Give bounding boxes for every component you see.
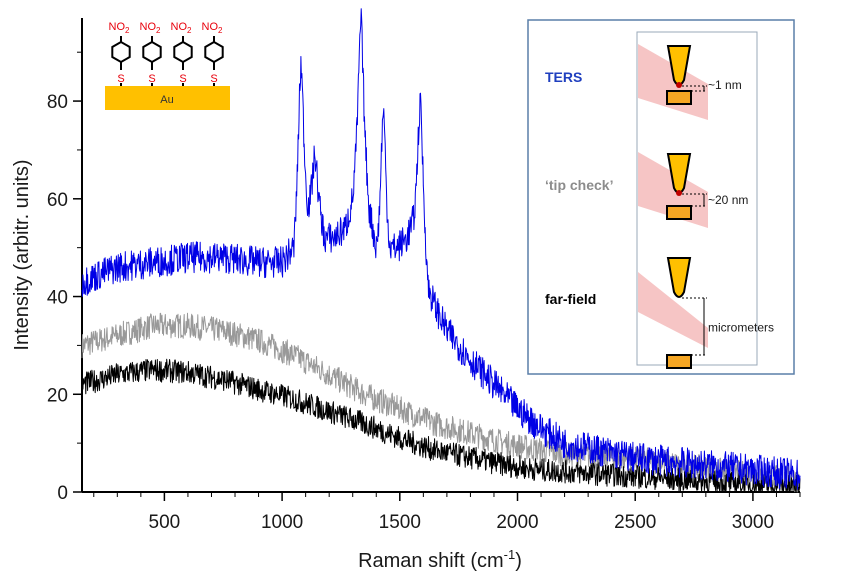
benzene-ring bbox=[204, 40, 224, 64]
inset-row-label: far-field bbox=[545, 291, 596, 307]
inset-row: far-field micrometers bbox=[545, 257, 774, 369]
benzene-ring bbox=[111, 40, 131, 64]
molecule-unit: NO2 S bbox=[171, 21, 193, 86]
x-tick-label: 2500 bbox=[614, 512, 656, 533]
x-tick-label: 2000 bbox=[496, 512, 538, 533]
series-line-far-field bbox=[81, 358, 801, 493]
no2-label: NO2 bbox=[109, 21, 131, 35]
no2-label: NO2 bbox=[202, 21, 224, 35]
sample-icon bbox=[666, 354, 692, 369]
sample-icon bbox=[666, 90, 692, 105]
y-tick-label: 80 bbox=[47, 92, 68, 113]
y-tick-label: 40 bbox=[47, 288, 68, 309]
sample-icon bbox=[666, 205, 692, 220]
molecule-unit: NO2 S bbox=[109, 21, 131, 86]
inset-row-label: TERS bbox=[545, 69, 582, 85]
inset-row-label: ‘tip check’ bbox=[545, 177, 613, 193]
sulfur-label: S bbox=[179, 73, 186, 85]
x-tick-label: 500 bbox=[149, 512, 181, 533]
y-tick-label: 0 bbox=[57, 483, 68, 504]
series-layer bbox=[81, 8, 801, 493]
molecule-units: NO2 S NO2 S NO2 S NO2 S bbox=[109, 21, 224, 86]
inset-row: TERS ~1 nm bbox=[545, 44, 742, 120]
molecule-unit: NO2 S bbox=[202, 21, 224, 86]
benzene-ring bbox=[142, 40, 162, 64]
x-tick-label: 1500 bbox=[379, 512, 421, 533]
distance-label: ~20 nm bbox=[708, 193, 748, 207]
geometry-inset: TERS ~1 nm ‘tip check’ ~20 nm far-field micro… bbox=[527, 19, 795, 375]
inset-rows: TERS ~1 nm ‘tip check’ ~20 nm far-field micro… bbox=[545, 44, 774, 369]
no2-label: NO2 bbox=[140, 21, 162, 35]
sulfur-label: S bbox=[210, 73, 217, 85]
inset-row: ‘tip check’ ~20 nm bbox=[545, 152, 748, 228]
no2-label: NO2 bbox=[171, 21, 193, 35]
x-axis-title: Raman shift (cm-1) bbox=[358, 547, 522, 572]
sulfur-label: S bbox=[148, 73, 155, 85]
laser-beam bbox=[638, 272, 708, 348]
axis-ticks: 500 1000 1500 2000 2500 3000 0 20 40 60 80 bbox=[47, 51, 801, 533]
y-tick-label: 60 bbox=[47, 190, 68, 211]
x-tick-label: 3000 bbox=[732, 512, 774, 533]
substrate-label: Au bbox=[160, 94, 173, 106]
hotspot-icon bbox=[676, 190, 682, 196]
molecule-unit: NO2 S bbox=[140, 21, 162, 86]
benzene-ring bbox=[173, 40, 193, 64]
x-tick-label: 1000 bbox=[261, 512, 303, 533]
series-line-ters bbox=[81, 8, 801, 490]
tip-icon bbox=[666, 257, 692, 298]
hotspot-icon bbox=[676, 82, 682, 88]
molecule-illustration: Au NO2 S NO2 S NO2 S NO2 S bbox=[105, 21, 230, 110]
y-tick-label: 20 bbox=[47, 385, 68, 406]
distance-label: ~1 nm bbox=[708, 78, 742, 92]
gold-substrate bbox=[105, 86, 230, 110]
distance-label: micrometers bbox=[708, 321, 774, 335]
y-axis-title: Intensity (arbitr. units) bbox=[11, 159, 33, 350]
sulfur-label: S bbox=[117, 73, 124, 85]
